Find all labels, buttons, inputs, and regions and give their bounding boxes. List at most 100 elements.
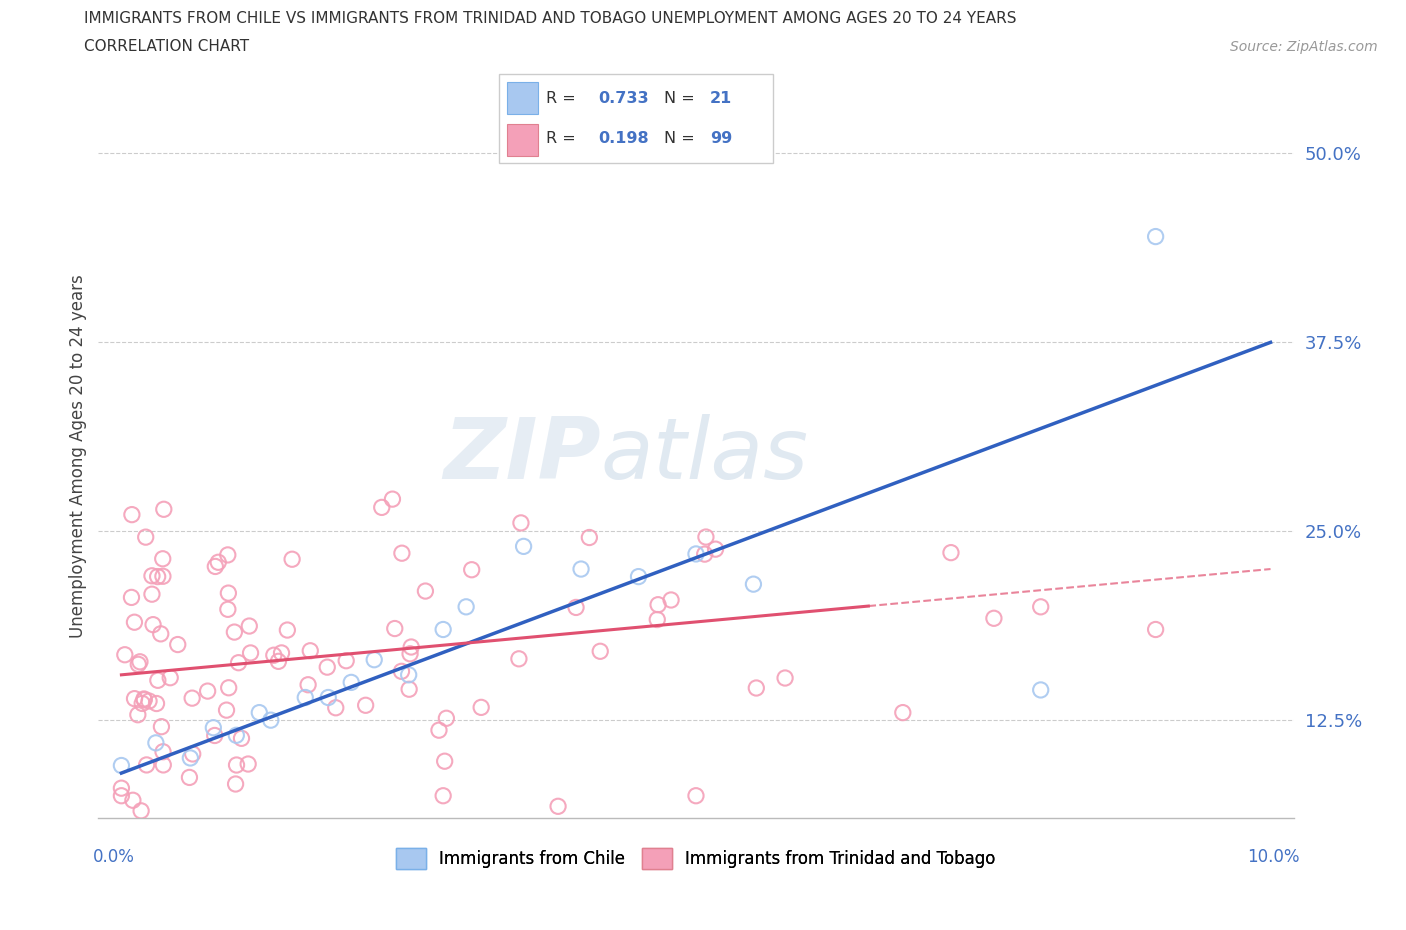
Point bbox=[647, 597, 669, 612]
Text: 10.0%: 10.0% bbox=[1247, 848, 1299, 866]
Text: R =: R = bbox=[546, 131, 575, 146]
Point bbox=[132, 692, 155, 707]
Point bbox=[110, 781, 132, 796]
Point bbox=[121, 590, 143, 604]
Point bbox=[391, 546, 413, 561]
Point bbox=[145, 696, 167, 711]
Point bbox=[335, 653, 357, 668]
Point bbox=[297, 677, 319, 692]
Point bbox=[276, 622, 298, 637]
Point bbox=[470, 700, 492, 715]
Point bbox=[121, 507, 143, 522]
Point bbox=[281, 551, 304, 566]
Point bbox=[510, 515, 533, 530]
Point bbox=[294, 690, 316, 705]
Point bbox=[685, 789, 707, 804]
Point bbox=[434, 711, 457, 725]
Point bbox=[589, 644, 612, 658]
Point bbox=[645, 612, 668, 627]
Point bbox=[146, 569, 169, 584]
Point bbox=[131, 696, 153, 711]
Point bbox=[146, 673, 169, 688]
Point bbox=[225, 728, 247, 743]
Point bbox=[1029, 683, 1052, 698]
Point bbox=[225, 777, 247, 791]
Point bbox=[427, 723, 450, 737]
Point bbox=[152, 757, 174, 772]
Text: ZIP: ZIP bbox=[443, 414, 600, 498]
Point bbox=[745, 681, 768, 696]
Point bbox=[399, 640, 422, 655]
Point bbox=[152, 744, 174, 759]
Point bbox=[260, 712, 283, 727]
Point bbox=[685, 547, 707, 562]
Point bbox=[204, 559, 226, 574]
Point bbox=[224, 625, 246, 640]
Point bbox=[433, 754, 456, 769]
Point bbox=[399, 646, 422, 661]
Point bbox=[578, 530, 600, 545]
Point bbox=[231, 731, 253, 746]
Point bbox=[225, 758, 247, 773]
Point bbox=[145, 736, 167, 751]
Point bbox=[325, 700, 347, 715]
Point bbox=[1144, 622, 1167, 637]
Point bbox=[983, 611, 1005, 626]
Legend: Immigrants from Chile, Immigrants from Trinidad and Tobago: Immigrants from Chile, Immigrants from T… bbox=[389, 842, 1002, 875]
Bar bbox=[508, 83, 537, 114]
Point bbox=[141, 568, 163, 583]
Point bbox=[110, 758, 132, 773]
Point bbox=[384, 621, 406, 636]
Point bbox=[217, 548, 239, 563]
Point bbox=[340, 675, 363, 690]
Text: 0.0%: 0.0% bbox=[93, 848, 135, 866]
Point bbox=[124, 691, 146, 706]
Text: 0.198: 0.198 bbox=[598, 131, 648, 146]
Point bbox=[149, 627, 172, 642]
Point bbox=[122, 792, 145, 807]
Point bbox=[381, 492, 404, 507]
Point bbox=[138, 694, 160, 709]
Point bbox=[142, 618, 165, 632]
Text: atlas: atlas bbox=[600, 414, 808, 498]
Point bbox=[263, 648, 285, 663]
Point bbox=[134, 692, 156, 707]
Point bbox=[512, 539, 534, 554]
Point bbox=[398, 668, 420, 683]
Point bbox=[181, 691, 204, 706]
Point bbox=[127, 708, 149, 723]
Point bbox=[114, 647, 136, 662]
Point bbox=[124, 615, 146, 630]
Point bbox=[110, 789, 132, 804]
Point bbox=[217, 602, 239, 617]
Point bbox=[179, 751, 201, 765]
Point bbox=[197, 684, 219, 698]
Point bbox=[238, 618, 260, 633]
Point bbox=[354, 698, 377, 712]
Point bbox=[415, 584, 437, 599]
Point bbox=[508, 651, 530, 666]
Point bbox=[127, 657, 149, 671]
Point bbox=[891, 705, 914, 720]
Point bbox=[215, 703, 238, 718]
Point bbox=[270, 645, 292, 660]
Point bbox=[456, 600, 478, 615]
Point bbox=[391, 664, 413, 679]
Point bbox=[129, 655, 152, 670]
Point bbox=[179, 770, 201, 785]
Point bbox=[207, 555, 229, 570]
Text: N =: N = bbox=[664, 131, 695, 146]
Point bbox=[238, 757, 260, 772]
Point bbox=[363, 652, 385, 667]
Point bbox=[135, 530, 157, 545]
Point bbox=[239, 645, 262, 660]
Point bbox=[159, 671, 181, 685]
Point bbox=[217, 586, 239, 601]
Point bbox=[267, 654, 290, 669]
Point bbox=[565, 600, 588, 615]
Point bbox=[773, 671, 796, 685]
Point bbox=[150, 719, 173, 734]
Text: 0.733: 0.733 bbox=[598, 91, 648, 106]
Point bbox=[704, 541, 727, 556]
Text: 21: 21 bbox=[710, 91, 733, 106]
